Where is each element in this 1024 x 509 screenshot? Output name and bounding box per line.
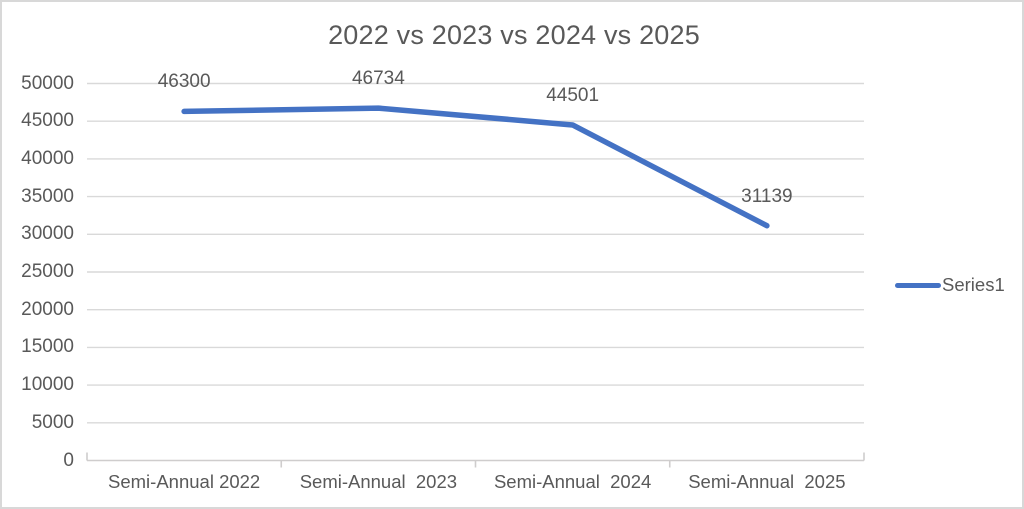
y-axis-tick-label: 20000: [21, 298, 74, 320]
y-axis-tick-label: 50000: [21, 72, 74, 94]
x-axis-category-label: Semi-Annual 2023: [299, 471, 458, 492]
y-axis-tick-label: 10000: [21, 374, 74, 396]
data-point-label: 46734: [351, 68, 405, 90]
y-axis-tick-label: 30000: [21, 223, 74, 245]
y-axis-tick-label: 0: [63, 449, 74, 471]
legend-series-label: Series1: [942, 274, 1005, 295]
data-point-label: 44501: [546, 84, 600, 106]
legend-line-swatch: [895, 282, 941, 288]
data-point-label: 31139: [741, 185, 793, 207]
y-axis-tick-label: 35000: [21, 185, 74, 207]
chart-title: 2022 vs 2023 vs 2024 vs 2025: [328, 20, 700, 50]
y-axis-tick-label: 25000: [21, 261, 74, 282]
x-axis-category-label: Semi-Annual 2022: [108, 471, 261, 492]
y-axis-tick-label: 5000: [31, 411, 74, 433]
y-axis-tick-label: 40000: [21, 147, 74, 169]
series-line: [181, 105, 770, 229]
x-axis-category-label: Semi-Annual 2024: [493, 471, 652, 492]
x-axis-category-label: Semi-Annual 2025: [688, 471, 846, 492]
data-point-label: 46300: [157, 71, 211, 93]
y-axis-tick-label: 15000: [21, 336, 74, 358]
y-axis-tick-label: 45000: [21, 110, 74, 132]
legend: Series1: [895, 274, 1005, 296]
